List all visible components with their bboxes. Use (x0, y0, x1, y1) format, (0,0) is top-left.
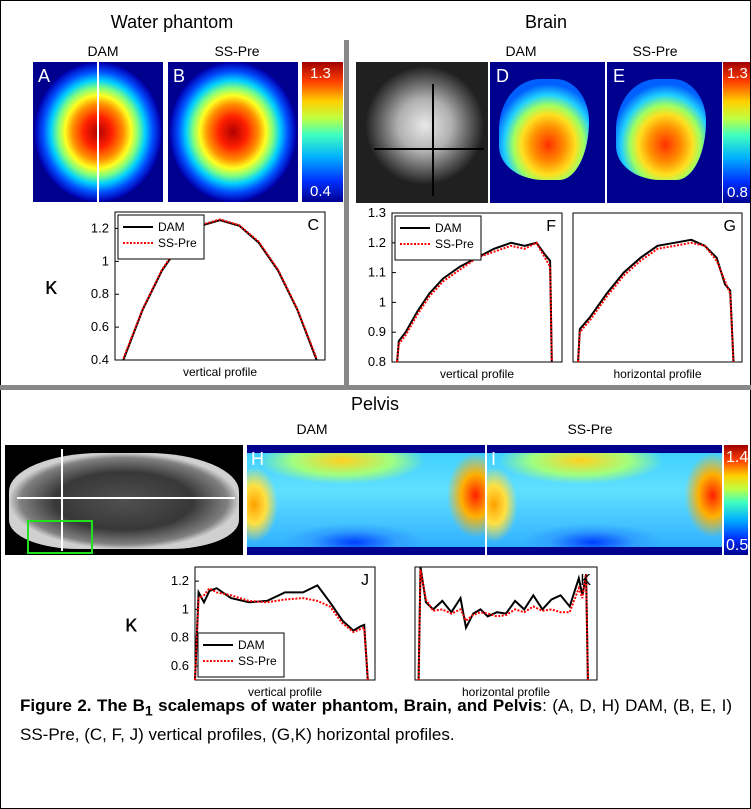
body-outline (9, 453, 239, 549)
section-title: Brain (525, 12, 567, 32)
heatmap-d (490, 62, 605, 203)
profile-line (194, 584, 369, 681)
separator (0, 385, 751, 390)
caption-title-text: Figure 2. The B (20, 696, 145, 715)
legend-label: SS-Pre (238, 654, 277, 668)
y-tick-label: 1.1 (368, 265, 386, 280)
caption-text: : (A, D, H) DAM, (B, E, I) SS-Pre, (C, F… (20, 696, 732, 745)
legend-box (197, 632, 285, 678)
caption-title-text: scalemaps of water phantom, Brain, and P… (152, 696, 543, 715)
profile-line (97, 62, 99, 202)
heatmap-h (247, 445, 485, 555)
image-label: SS-Pre (214, 43, 259, 59)
x-axis-label: vertical profile (440, 367, 514, 381)
colorbar-label: 0.4 (310, 183, 331, 200)
brain-mri (356, 62, 488, 203)
panel-letter: H (251, 449, 264, 469)
subscript: 1 (144, 703, 153, 720)
y-tick-label: 1 (182, 601, 189, 616)
colorbar (723, 62, 751, 203)
panel-letter: K (580, 572, 591, 589)
profile-line (396, 241, 553, 363)
image-label: SS-Pre (632, 43, 677, 59)
profile-line (417, 569, 589, 681)
image-label: DAM (87, 43, 118, 59)
colorbar (724, 445, 748, 555)
x-axis-label: horizontal profile (462, 685, 550, 699)
y-tick-label: 1.3 (368, 205, 386, 220)
x-axis-label: vertical profile (183, 365, 257, 379)
legend-label: DAM (435, 221, 462, 235)
colorbar-label: 1.4 (726, 449, 748, 466)
panel-letter: F (546, 218, 556, 235)
heatmap-a (33, 62, 163, 202)
profile-line (417, 566, 589, 681)
crosshair (432, 84, 434, 196)
caption-title: Figure 2. The B1 scalemaps of water phan… (20, 696, 543, 719)
image-label: DAM (505, 43, 536, 59)
y-axis-label: κ (125, 611, 138, 638)
section-title: Water phantom (111, 12, 233, 32)
colorbar-label: 1.3 (727, 65, 748, 82)
y-tick-label: 1.2 (91, 220, 109, 235)
panel-letter: I (491, 449, 496, 469)
y-tick-label: 0.4 (91, 352, 109, 367)
y-tick-label: 1 (379, 294, 386, 309)
profile-line (122, 218, 318, 359)
y-tick-label: 0.6 (171, 658, 189, 673)
colorbar-label: 0.8 (727, 184, 748, 201)
panel-letter: G (724, 218, 736, 235)
image-label: DAM (296, 421, 327, 437)
panel-letter: A (38, 66, 50, 86)
plot-area (572, 212, 743, 363)
colorbar-label: 0.5 (726, 537, 748, 554)
legend-label: DAM (238, 638, 265, 652)
plot-area (414, 566, 598, 681)
colorbar (302, 62, 343, 202)
y-axis-label: κ (45, 273, 58, 300)
brain-region (616, 78, 706, 181)
legend-label: SS-Pre (158, 236, 197, 250)
legend-label: DAM (158, 220, 185, 234)
legend-box (117, 214, 205, 260)
heatmap-b (168, 62, 298, 202)
caption: Figure 2. The B1 scalemaps of water phan… (20, 694, 732, 746)
heatmap-e (607, 62, 722, 203)
image-label: SS-Pre (567, 421, 612, 437)
y-tick-label: 0.8 (91, 286, 109, 301)
y-tick-label: 0.8 (171, 630, 189, 645)
profile-line (61, 449, 63, 551)
separator (344, 40, 349, 388)
y-tick-label: 1 (102, 253, 109, 268)
crosshair (374, 148, 484, 150)
pelvis-mri (5, 445, 243, 555)
brain-region (499, 78, 589, 181)
legend-box (394, 215, 482, 261)
panel-letter: D (496, 66, 509, 86)
x-axis-label: horizontal profile (613, 367, 701, 381)
section-title: Pelvis (351, 394, 399, 414)
x-axis-label: vertical profile (248, 685, 322, 699)
y-tick-label: 1.2 (368, 235, 386, 250)
y-tick-label: 0.6 (91, 319, 109, 334)
y-tick-label: 0.8 (368, 354, 386, 369)
y-tick-label: 0.9 (368, 324, 386, 339)
profile-line (577, 241, 735, 363)
panel-letter: B (173, 66, 185, 86)
panel-letter: C (307, 217, 319, 234)
panel-letter: J (361, 572, 369, 589)
roi-box (27, 520, 93, 554)
profile-line (17, 497, 235, 499)
heatmap-i (487, 445, 722, 555)
panel-letter: E (613, 66, 625, 86)
profile-line (194, 586, 369, 681)
y-tick-label: 1.2 (171, 573, 189, 588)
legend-label: SS-Pre (435, 237, 474, 251)
colorbar-label: 1.3 (310, 65, 331, 82)
